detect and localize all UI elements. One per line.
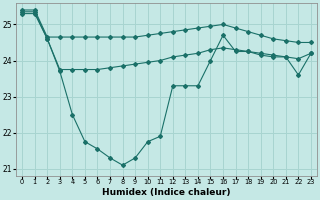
X-axis label: Humidex (Indice chaleur): Humidex (Indice chaleur) (102, 188, 231, 197)
